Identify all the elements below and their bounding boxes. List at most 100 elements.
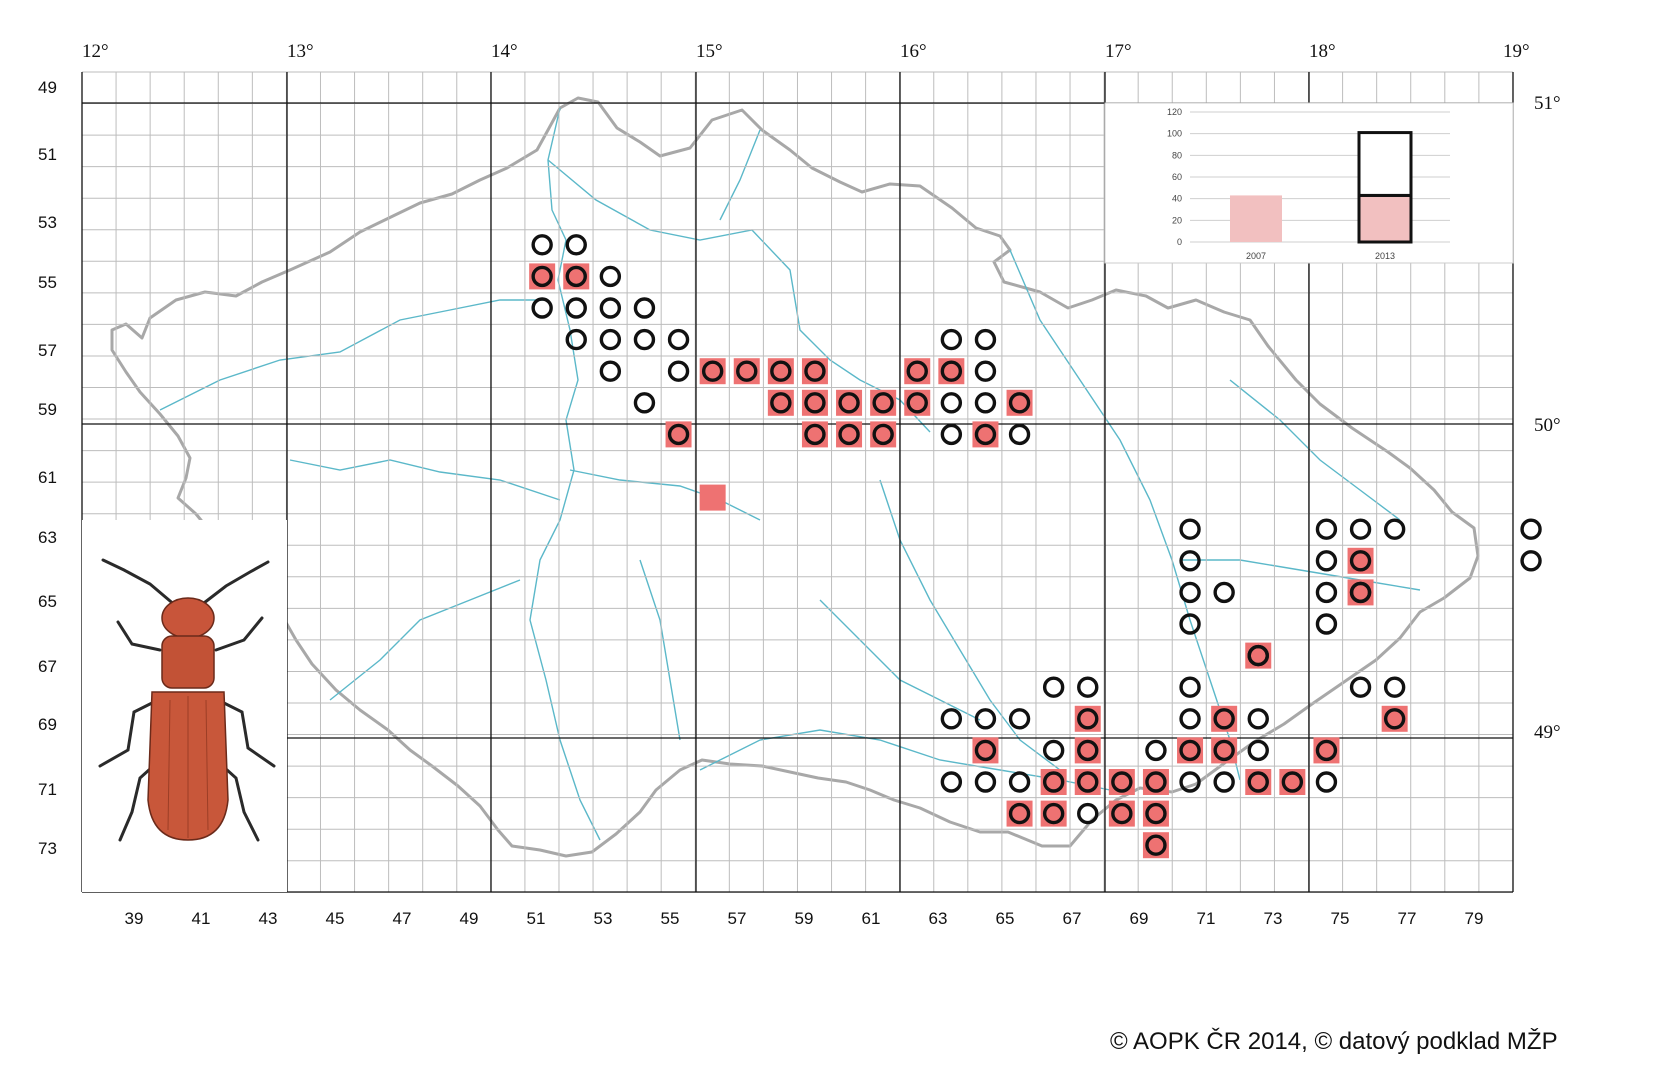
river-luznice — [639, 559, 681, 741]
beetle-antenna-right — [198, 560, 270, 608]
column-label: 55 — [661, 909, 680, 928]
record-circle — [770, 360, 792, 382]
record-circle — [1349, 518, 1372, 540]
column-label: 79 — [1465, 909, 1484, 928]
record-circle — [1349, 676, 1372, 698]
record-circle — [1179, 771, 1201, 793]
chart-x-tick-label: 2013 — [1375, 251, 1395, 261]
record-circle — [633, 328, 656, 351]
beetle-stripe — [167, 699, 171, 831]
record-circle — [599, 328, 622, 351]
record-circle — [1077, 676, 1099, 698]
record-circle — [1247, 739, 1269, 762]
record-circle — [1077, 802, 1099, 825]
column-label: 41 — [192, 909, 211, 928]
column-label: 49 — [460, 909, 479, 928]
beetle-stripe — [205, 699, 209, 831]
chart-x-tick-label: 2007 — [1246, 251, 1266, 261]
record-circle — [1247, 771, 1269, 793]
record-circle — [1213, 708, 1235, 730]
beetle-leg-mid-left — [98, 698, 160, 768]
chart-panel — [1104, 102, 1514, 264]
record-circle — [565, 265, 587, 288]
column-label: 73 — [1264, 909, 1283, 928]
record-circle — [1111, 802, 1133, 825]
record-circle — [1077, 708, 1099, 730]
record-circle — [906, 392, 928, 414]
record-circle — [667, 423, 690, 446]
record-circle — [974, 392, 997, 414]
record-circle — [1179, 613, 1201, 635]
record-circle — [565, 297, 587, 319]
record-circle — [565, 234, 587, 256]
record-circle — [599, 360, 622, 382]
record-circle — [940, 392, 963, 414]
record-circle — [1520, 550, 1542, 572]
row-label: 49 — [38, 78, 57, 97]
record-circle — [1008, 423, 1031, 446]
chart-y-tick-label: 80 — [1172, 150, 1182, 160]
chart-bar — [1230, 195, 1282, 242]
record-circle — [736, 360, 758, 382]
record-marks — [529, 234, 1542, 859]
record-circle — [940, 423, 963, 446]
record-circle — [1179, 518, 1201, 540]
river-morava — [1009, 249, 1241, 781]
longitude-label: 16° — [900, 41, 927, 62]
record-circle — [804, 423, 826, 446]
record-circle — [1315, 581, 1338, 604]
chart-y-tick-label: 100 — [1167, 129, 1182, 139]
record-circle — [974, 739, 997, 762]
record-circle — [1179, 550, 1201, 572]
beetle-antenna-left — [101, 558, 178, 608]
chart-y-tick-label: 120 — [1167, 107, 1182, 117]
river-sazava — [569, 469, 761, 521]
column-label: 71 — [1197, 909, 1216, 928]
record-circle — [1042, 676, 1065, 698]
longitude-label: 13° — [287, 41, 314, 62]
record-circle — [974, 771, 997, 793]
record-circle — [974, 360, 997, 382]
column-label: 43 — [259, 909, 278, 928]
record-circle — [565, 328, 587, 351]
column-label: 53 — [594, 909, 613, 928]
record-circle — [1213, 581, 1235, 604]
record-circle — [872, 423, 894, 446]
column-label: 45 — [326, 909, 345, 928]
river-labe — [547, 159, 931, 433]
record-circle — [599, 265, 622, 288]
beetle-leg-front-right — [214, 616, 264, 652]
beetle-illustration — [82, 520, 287, 892]
record-circle — [531, 234, 553, 256]
beetle-leg-mid-right — [216, 698, 276, 768]
record-circle — [701, 360, 724, 382]
river-odra — [1229, 379, 1401, 521]
record-circle — [838, 423, 860, 446]
record-circle — [1008, 392, 1031, 414]
record-circle — [1042, 739, 1065, 762]
axis-labels: 12° 13° 14° 15° 16° 17° 18° 19° 51° 50° 49° 49 51 53 5… — [38, 41, 1561, 928]
record-circle — [1145, 739, 1167, 762]
record-circle — [1315, 550, 1338, 572]
longitude-label: 19° — [1503, 41, 1530, 62]
chart-bar — [1357, 131, 1413, 197]
record-circle — [906, 360, 928, 382]
record-circle — [633, 392, 656, 414]
column-label: 51 — [527, 909, 546, 928]
row-label: 59 — [38, 400, 57, 419]
row-label: 65 — [38, 592, 57, 611]
river-ohre — [159, 299, 548, 411]
record-circle — [531, 297, 553, 319]
record-circle — [599, 297, 622, 319]
record-circle — [1077, 771, 1099, 793]
longitude-label: 18° — [1309, 41, 1336, 62]
longitude-label: 12° — [82, 41, 109, 62]
record-circle — [1383, 708, 1406, 730]
chart-y-tick-label: 0 — [1177, 237, 1182, 247]
record-circle — [974, 423, 997, 446]
row-label: 69 — [38, 715, 57, 734]
latitude-label: 51° — [1534, 93, 1561, 114]
record-circle — [1315, 771, 1338, 793]
beetle-leg-front-left — [116, 620, 162, 652]
record-circle — [1281, 771, 1304, 793]
